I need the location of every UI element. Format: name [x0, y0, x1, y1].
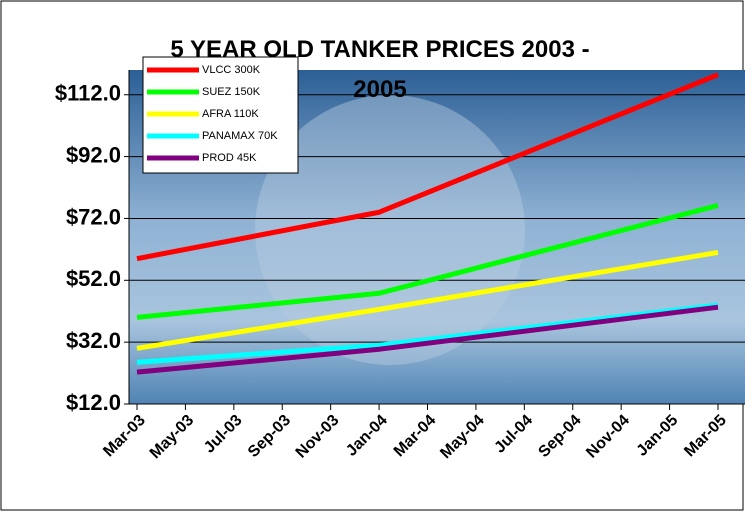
- y-tick-label: $72.0: [66, 204, 121, 229]
- series-line: [136, 249, 719, 351]
- legend-label: VLCC 300K: [202, 64, 261, 76]
- y-tick-label: $32.0: [66, 328, 121, 353]
- legend-label: PROD 45K: [202, 152, 257, 164]
- y-tick-label: $112.0: [55, 81, 121, 106]
- legend-label: SUEZ 150K: [202, 86, 261, 98]
- series-line: [136, 203, 719, 320]
- y-tick-label: $12.0: [66, 390, 121, 415]
- y-tick-label: $52.0: [66, 266, 121, 291]
- chart-title: 5 YEAR OLD TANKER PRICES 2003 - 2005: [170, 36, 590, 103]
- series-line: [136, 72, 719, 262]
- legend-label: AFRA 110K: [202, 108, 259, 120]
- legend-label: PANAMAX 70K: [202, 130, 278, 142]
- y-tick-label: $92.0: [66, 142, 121, 167]
- series-line: [136, 304, 719, 375]
- series-line: [136, 302, 719, 365]
